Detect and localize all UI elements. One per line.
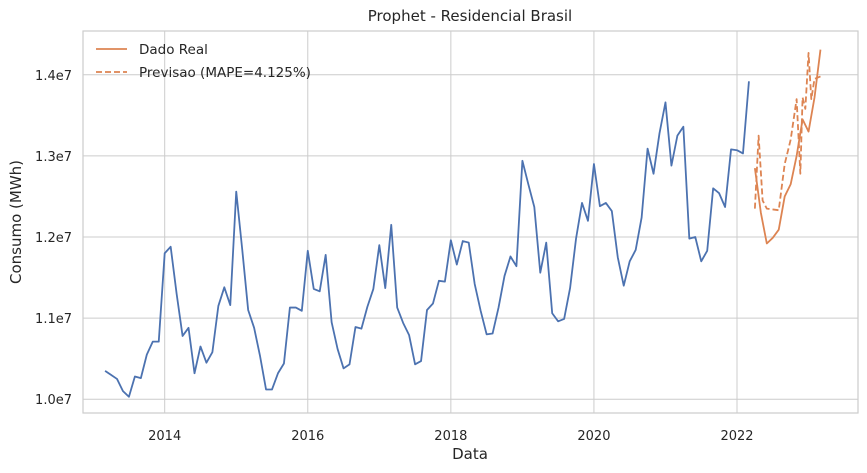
tick-labels: 2014 2016 2018 2020 2022 1.0e7 1.1e7 1.2e7 1.3e7… xyxy=(35,69,754,444)
x-tick-label: 2020 xyxy=(577,429,610,444)
y-tick-label: 1.3e7 xyxy=(35,150,72,165)
grid-lines xyxy=(83,31,858,413)
forecast-series-line xyxy=(753,52,821,212)
legend-label-forecast: Previsao (MAPE=4.125%) xyxy=(139,65,311,81)
legend-label-real: Dado Real xyxy=(139,42,208,58)
y-tick-label: 1.2e7 xyxy=(35,231,72,246)
real-series-line xyxy=(753,49,822,245)
x-tick-label: 2022 xyxy=(720,429,753,444)
x-tick-label: 2018 xyxy=(434,429,467,444)
y-axis-label: Consumo (MWh) xyxy=(7,160,25,284)
x-tick-label: 2016 xyxy=(291,429,324,444)
history-series-line xyxy=(104,81,750,398)
plot-frame xyxy=(82,30,859,414)
legend: Dado Real Previsao (MAPE=4.125%) xyxy=(96,42,311,81)
x-axis-label: Data xyxy=(452,445,488,463)
x-tick-label: 2014 xyxy=(148,429,181,444)
series-layer xyxy=(104,49,822,398)
y-tick-label: 1.1e7 xyxy=(35,312,72,327)
chart-title: Prophet - Residencial Brasil xyxy=(368,7,572,25)
y-tick-label: 1.4e7 xyxy=(35,69,72,84)
y-tick-label: 1.0e7 xyxy=(35,393,72,408)
